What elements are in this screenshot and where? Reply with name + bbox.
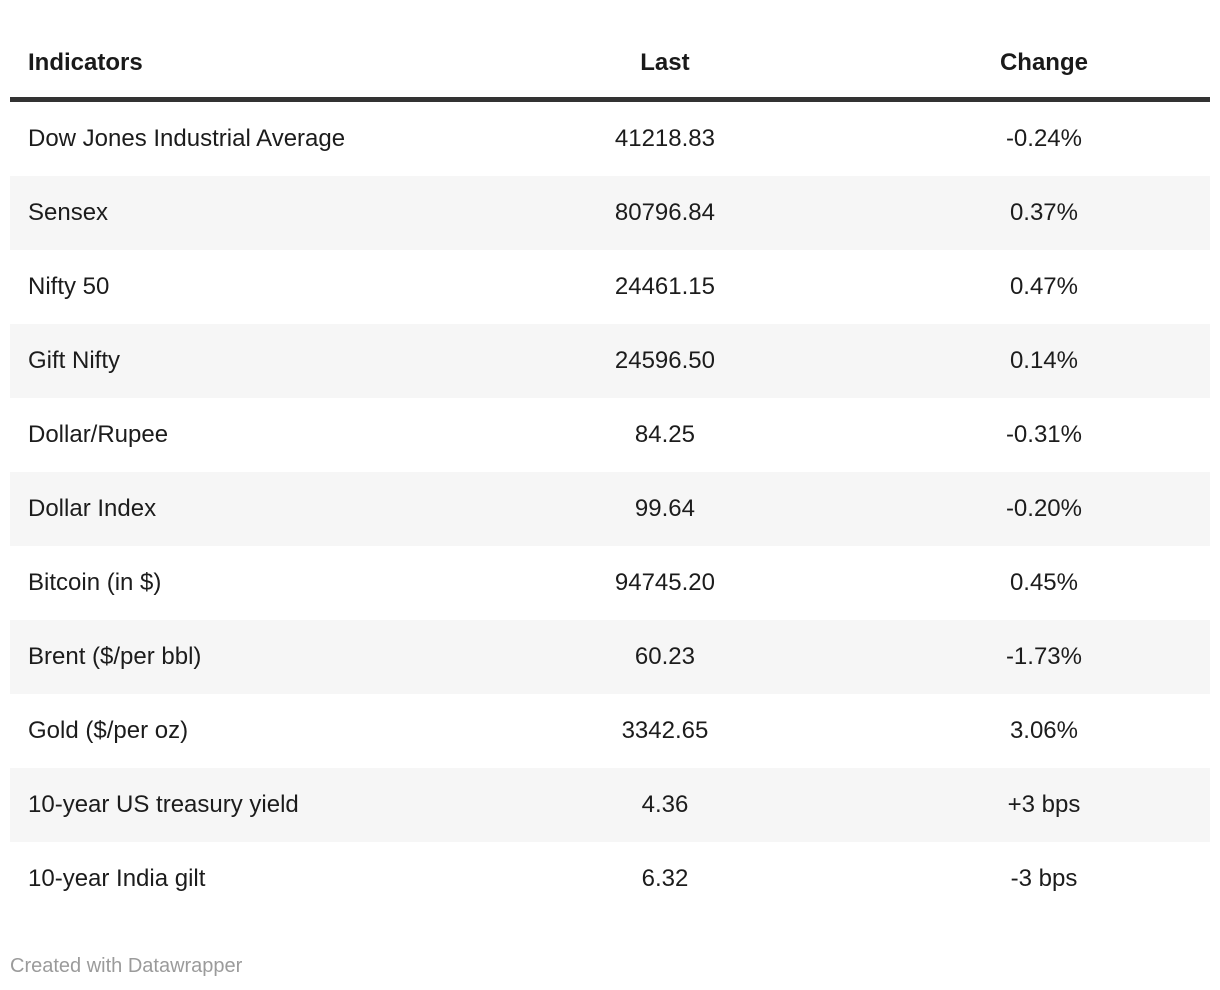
indicator-cell: Bitcoin (in $) (28, 568, 162, 596)
change-value-cell: -0.20% (1005, 494, 1082, 522)
last-value-cell: 41218.83 (614, 124, 715, 152)
indicator-cell: Gift Nifty (28, 346, 121, 374)
change-value-cell: -0.31% (1005, 420, 1082, 448)
last-value-cell: 6.32 (641, 864, 689, 892)
table-row: 10-year India gilt 6.32 -3 bps (10, 842, 1210, 916)
last-value-cell: 24461.15 (614, 272, 715, 300)
table-row: Dow Jones Industrial Average 41218.83 -0… (10, 102, 1210, 176)
change-value-cell: -1.73% (1005, 642, 1082, 670)
indicator-cell: Gold ($/per oz) (28, 716, 189, 744)
column-header-last: Last (640, 49, 690, 77)
table-row: Brent ($/per bbl) 60.23 -1.73% (10, 620, 1210, 694)
last-value-cell: 3342.65 (621, 716, 709, 744)
last-value-cell: 84.25 (634, 420, 695, 448)
change-value-cell: -0.24% (1005, 124, 1082, 152)
change-value-cell: 0.14% (1009, 346, 1078, 374)
table-row: Gold ($/per oz) 3342.65 3.06% (10, 694, 1210, 768)
column-header-indicators: Indicators (28, 49, 143, 77)
indicator-cell: Sensex (28, 198, 109, 226)
header-row: Indicators Last Change (10, 30, 1210, 97)
last-value-cell: 94745.20 (614, 568, 715, 596)
change-value-cell: 0.45% (1009, 568, 1078, 596)
change-value-cell: +3 bps (1007, 790, 1081, 818)
last-value-cell: 99.64 (634, 494, 695, 522)
table-row: Sensex 80796.84 0.37% (10, 176, 1210, 250)
table-row: Dollar/Rupee 84.25 -0.31% (10, 398, 1210, 472)
datawrapper-credit: Created with Datawrapper (10, 955, 243, 977)
indicator-cell: 10-year US treasury yield (28, 790, 299, 818)
table-row: Dollar Index 99.64 -0.20% (10, 472, 1210, 546)
indicator-cell: Dollar Index (28, 494, 157, 522)
indicator-cell: Brent ($/per bbl) (28, 642, 202, 670)
change-value-cell: 3.06% (1009, 716, 1078, 744)
change-value-cell: 0.47% (1009, 272, 1078, 300)
column-header-change: Change (999, 49, 1088, 77)
indicator-cell: 10-year India gilt (28, 864, 206, 892)
change-value-cell: 0.37% (1009, 198, 1078, 226)
change-value-cell: -3 bps (1010, 864, 1078, 892)
table-row: Bitcoin (in $) 94745.20 0.45% (10, 546, 1210, 620)
last-value-cell: 80796.84 (614, 198, 715, 226)
last-value-cell: 60.23 (634, 642, 695, 670)
table-header: Indicators Last Change (10, 30, 1210, 102)
table-row: Nifty 50 24461.15 0.47% (10, 250, 1210, 324)
indicator-cell: Dollar/Rupee (28, 420, 169, 448)
indicators-table: Indicators Last Change Dow Jones Industr… (10, 30, 1210, 916)
indicator-cell: Dow Jones Industrial Average (28, 124, 346, 152)
last-value-cell: 24596.50 (614, 346, 715, 374)
indicator-cell: Nifty 50 (28, 272, 110, 300)
table-row: 10-year US treasury yield 4.36 +3 bps (10, 768, 1210, 842)
last-value-cell: 4.36 (641, 790, 689, 818)
table-row: Gift Nifty 24596.50 0.14% (10, 324, 1210, 398)
table-body: Dow Jones Industrial Average 41218.83 -0… (10, 102, 1210, 916)
